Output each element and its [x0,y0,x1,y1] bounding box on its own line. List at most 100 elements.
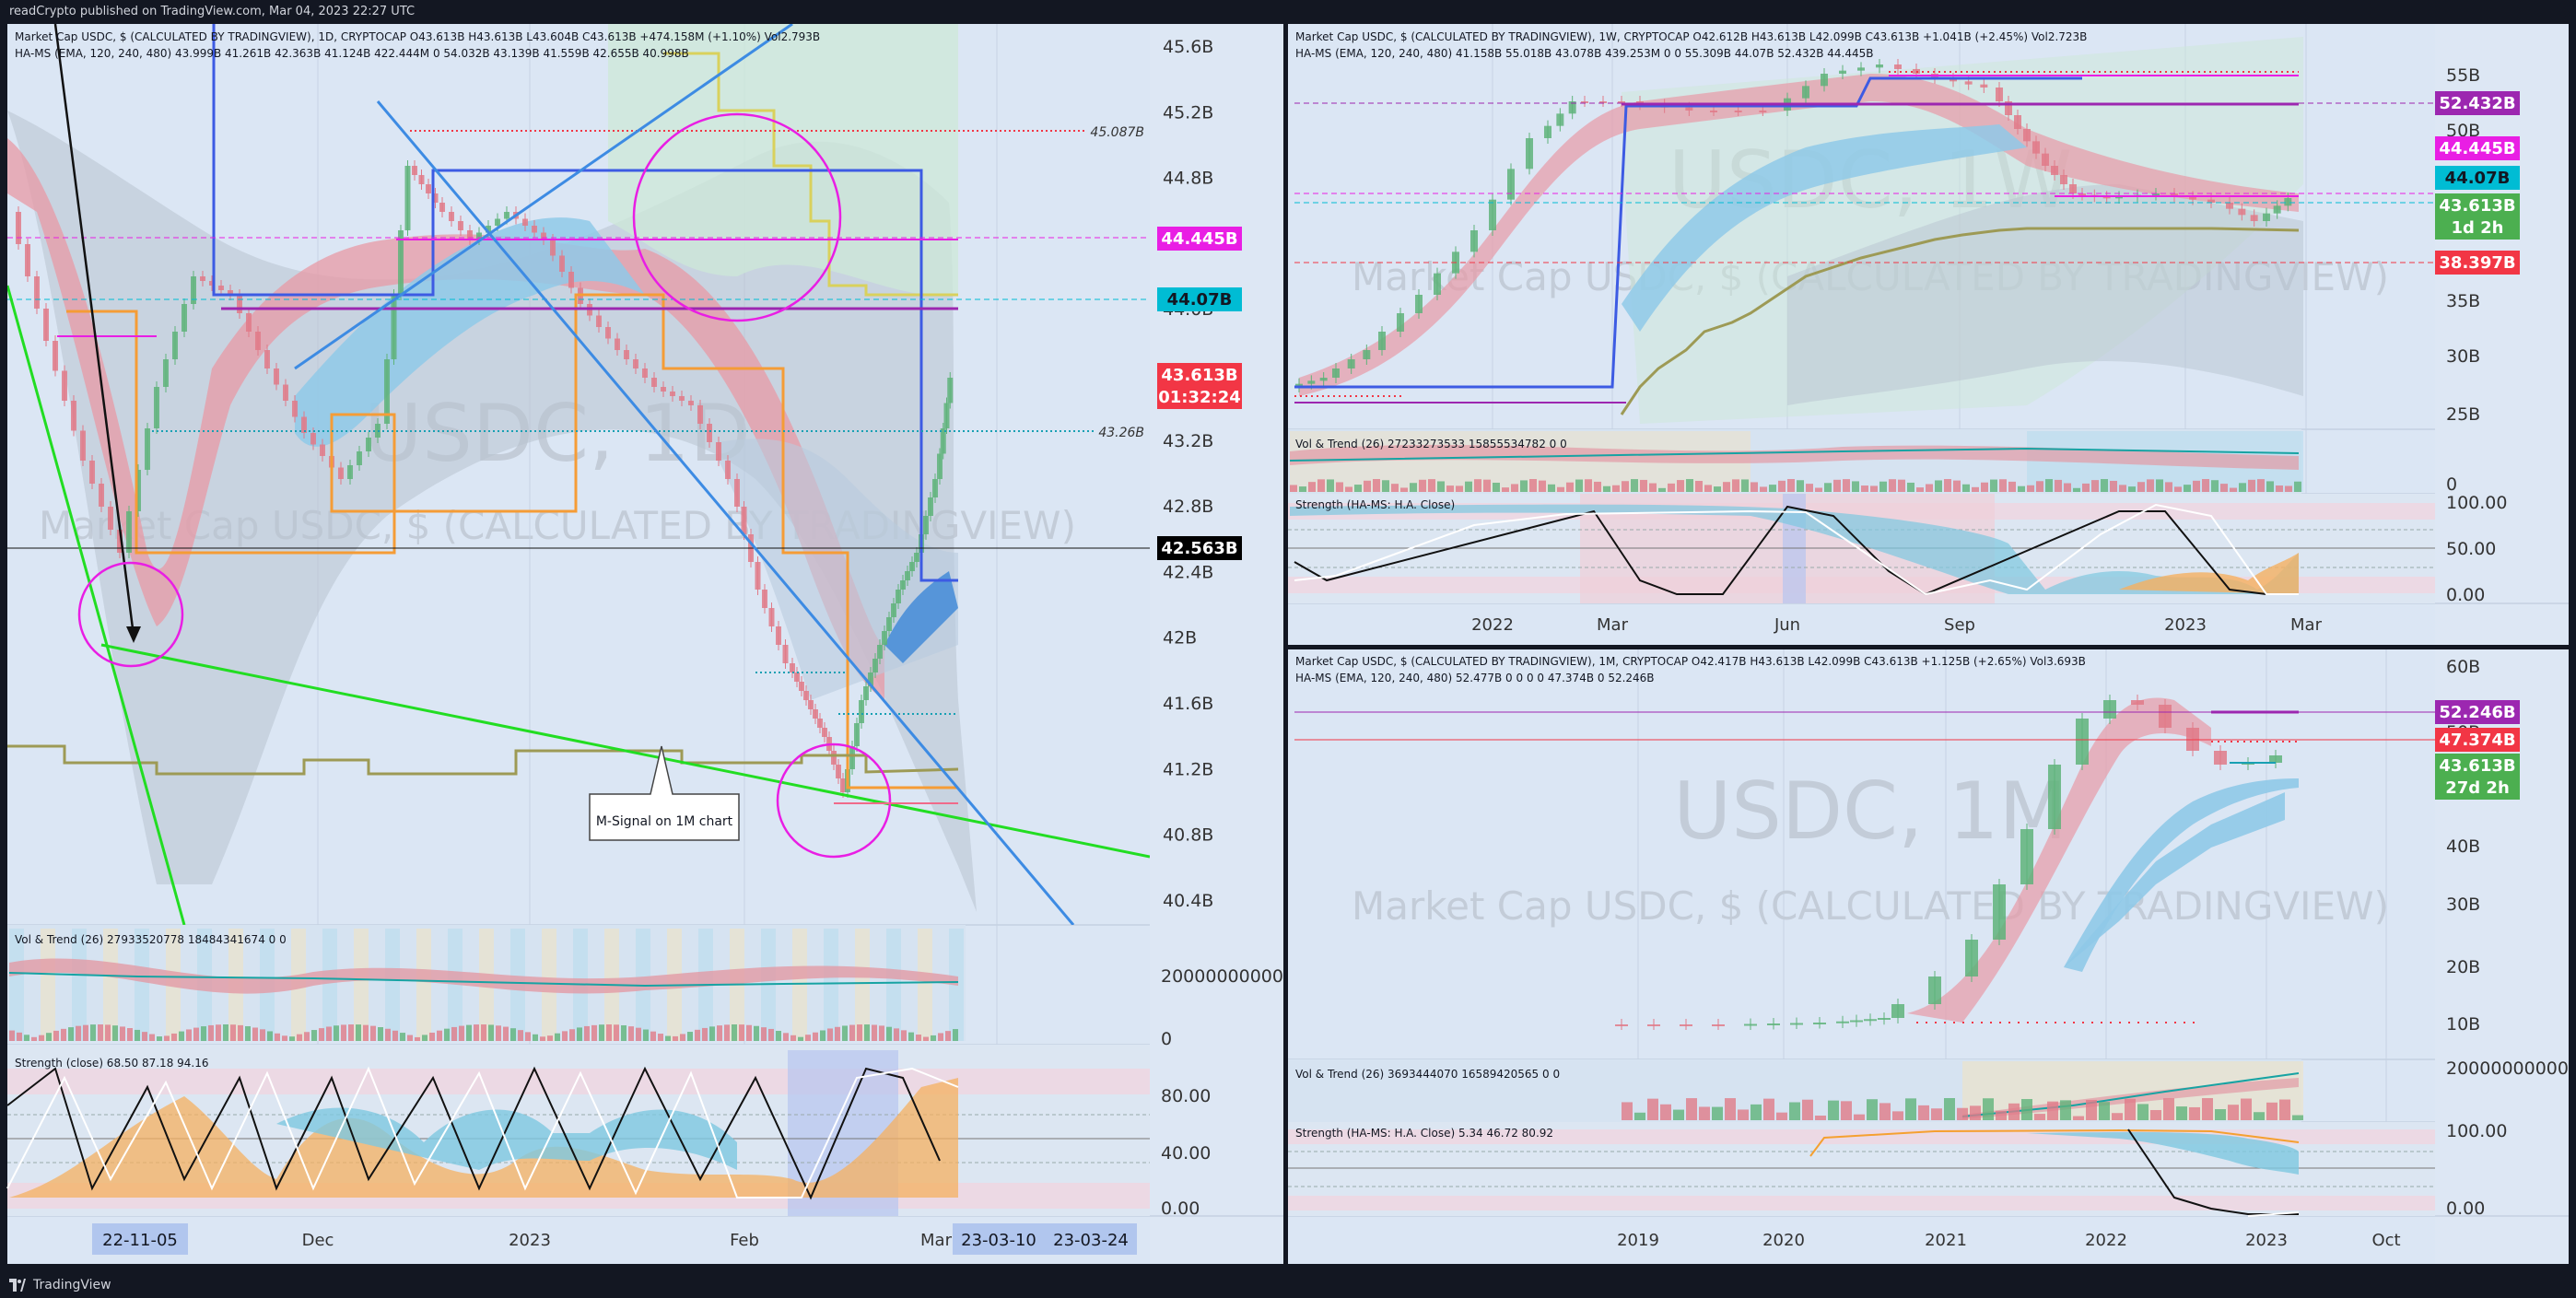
candle [1839,70,1846,74]
weekly-price-tick: 25B [2446,404,2480,425]
candle [2207,199,2215,203]
daily-time-axis[interactable]: 22-11-05 Dec 2023 Feb Mar 23-03-10 23-03… [92,1223,1137,1255]
candle [1864,1019,1877,1022]
volume-bar [2034,1114,2045,1120]
daily-chart[interactable]: USDC, 1D Market Cap USDC, $ (CALCULATED … [6,24,1283,1264]
volume-bar [2165,482,2172,492]
daily-price-tick: 45.6B [1163,37,1213,57]
volume-bar [901,1030,907,1041]
volume-bar [1905,1098,1916,1120]
candle [2042,153,2049,166]
volume-bar [636,1027,641,1041]
monthly-chart[interactable]: USDC, 1M Market Cap USDC, $ (CALCULATED … [1288,649,2569,1264]
candle [2171,193,2178,197]
daily-vol-tick-0: 20000000000 [1161,966,1283,987]
volume-bar [1686,479,1693,492]
volume-bar [599,1024,604,1041]
volume-bar [2174,486,2182,492]
weekly-chart[interactable]: USDC, 1W Market Cap USDC, $ (CALCULATED … [1288,24,2569,645]
candle [661,387,666,392]
volume-bar [2202,1098,2213,1120]
volume-bar [164,1035,170,1041]
volume-bar [2091,480,2099,492]
svg-text:01:32:24: 01:32:24 [1158,388,1241,407]
monthly-time-axis[interactable]: 2019 2020 2021 2022 2023 Oct [1617,1231,2400,1250]
candle [2060,175,2067,184]
volume-bar [540,1036,545,1041]
candle [849,746,855,769]
volume-bar [2055,479,2062,492]
candle [1894,64,1902,69]
price-badge: 43.613B [2435,754,2520,778]
volume-bar [1317,479,1325,492]
daily-candle-series [16,160,954,798]
candle [2078,193,2086,195]
monthly-strength-pane[interactable]: Strength (HA-MS: H.A. Close) 5.34 46.72 … [1288,1121,2507,1219]
svg-text:43.613B: 43.613B [2439,196,2515,216]
volume-bar [1953,480,1961,492]
volume-bar [1575,479,1583,492]
weekly-price-tick: 55B [2446,65,2480,86]
volume-bar [702,1027,708,1041]
volume-bar [61,1028,66,1041]
volume-bar [761,1027,767,1041]
volume-bar [53,1030,59,1041]
volume-bar [1658,487,1666,492]
daily-strength-pane[interactable]: Strength (close) 68.50 87.18 94.16 80.00… [6,1045,1211,1219]
candle [782,645,789,663]
volume-bar [2292,1115,2303,1120]
volume-bar [1769,485,1776,492]
volume-bar [2008,1103,2020,1120]
weekly-vol-legend: Vol & Trend (26) 27233273533 15855534782… [1295,438,1567,450]
volume-bar [1354,485,1362,492]
volume-bar [83,1024,88,1041]
volume-bar [709,1026,715,1041]
volume-bar [2137,482,2145,492]
volume-bar [2215,1109,2226,1120]
candle [366,438,371,451]
price-badge: 52.432B [2435,91,2520,115]
weekly-time-4: 2023 [2164,615,2207,635]
candle [2131,700,2144,705]
weekly-volume-pane[interactable]: Vol & Trend (26) 27233273533 15855534782… [1288,429,2303,494]
candle [2115,196,2123,199]
monthly-volume-pane[interactable]: Vol & Trend (26) 3693444070 16589420565 … [1288,1058,2569,1122]
volume-bar [1631,479,1638,492]
candle [762,590,767,608]
monthly-price-tick: 10B [2446,1014,2480,1035]
volume-bar [2086,1099,2097,1120]
annotation-m-signal[interactable]: M-Signal on 1M chart [596,814,733,829]
daily-price-tick: 43.2B [1163,431,1213,451]
volume-stripe [354,929,369,1041]
candle [1680,1024,1692,1026]
volume-bar [1493,482,1500,492]
monthly-time-5: Oct [2371,1231,2400,1250]
price-badge: 47.374B [2435,728,2520,752]
daily-price-tick: 42B [1163,628,1197,649]
volume-bar [2128,486,2136,492]
candle [1891,1004,1904,1018]
volume-stripe [72,929,87,1041]
candle [822,728,827,737]
candle [2069,184,2077,193]
candle [1544,125,1551,138]
weekly-strength-pane[interactable]: Strength (HA-MS: H.A. Close) 100.00 50.0… [1288,493,2507,605]
volume-bar [2112,1113,2123,1120]
volume-bar [1972,486,1979,492]
candle [2238,208,2246,216]
candle [624,350,629,359]
weekly-time-axis[interactable]: 2022 Mar Jun Sep 2023 Mar [1471,615,2322,635]
volume-bar [724,1024,730,1041]
candle [799,682,804,691]
daily-volume-pane[interactable]: Vol & Trend (26) 27933520778 18484341674… [7,925,1283,1049]
candle [947,378,954,403]
candle [2214,751,2227,765]
volume-bar [1996,1110,2007,1120]
svg-text:52.432B: 52.432B [2439,94,2515,113]
volume-bar [1981,482,1988,492]
volume-bar [2045,479,2053,492]
price-badge: 1d 2h [2435,216,2520,240]
candle [1965,940,1978,976]
daily-price-tick: 45.2B [1163,102,1213,123]
volume-bar [1511,484,1518,492]
